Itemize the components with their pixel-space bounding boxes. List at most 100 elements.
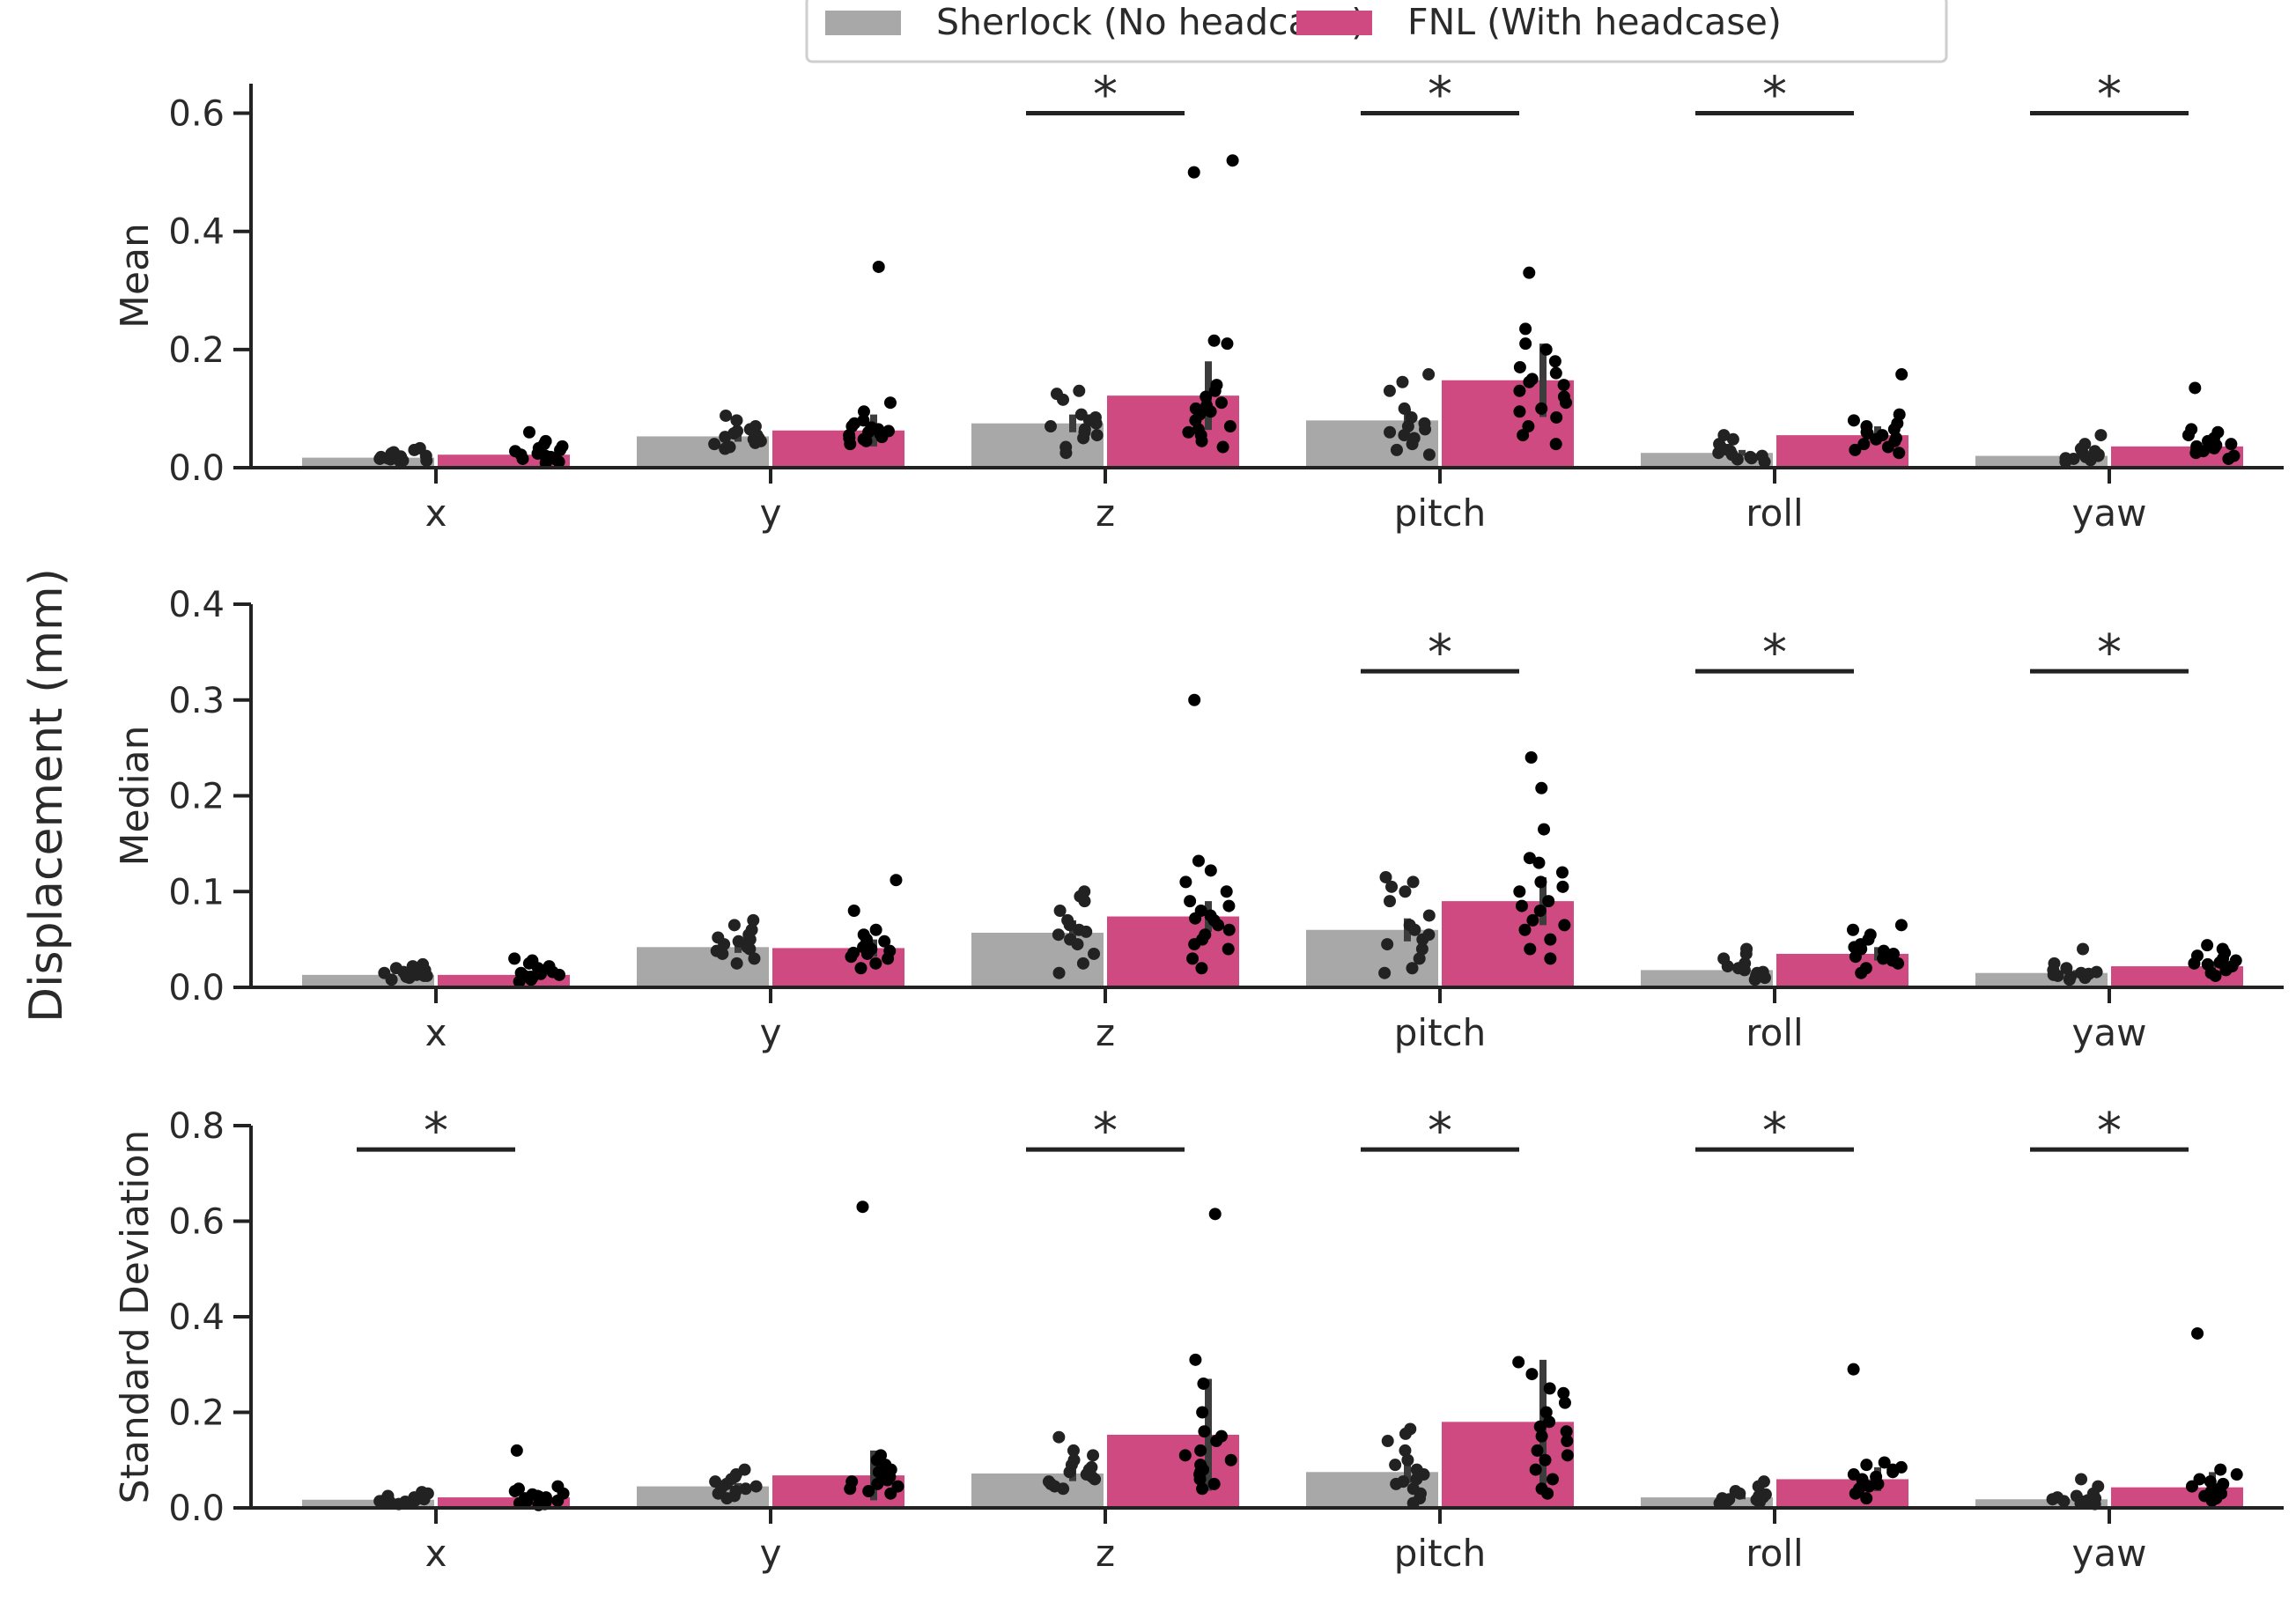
data-point-pitch-fnl bbox=[1534, 875, 1547, 889]
data-point-z-fnl bbox=[1188, 693, 1201, 706]
data-point-pitch-fnl bbox=[1518, 923, 1532, 936]
data-point-z-fnl bbox=[1192, 423, 1205, 436]
y-tick-label: 0.2 bbox=[168, 1393, 225, 1434]
data-point-pitch-fnl bbox=[1557, 1386, 1570, 1400]
data-point-z-sherlock bbox=[1085, 1460, 1098, 1474]
data-point-y-sherlock bbox=[752, 432, 765, 445]
data-point-y-sherlock bbox=[747, 913, 760, 927]
data-point-y-sherlock bbox=[715, 1481, 728, 1495]
data-point-pitch-fnl bbox=[1525, 751, 1538, 764]
data-point-z-sherlock bbox=[1085, 1470, 1098, 1483]
data-point-yaw-sherlock bbox=[2051, 1491, 2064, 1504]
significance-star-yaw: * bbox=[2097, 624, 2122, 682]
data-point-z-sherlock bbox=[1045, 420, 1058, 433]
y-tick-label: 0.3 bbox=[168, 681, 225, 721]
data-point-pitch-fnl bbox=[1549, 366, 1562, 380]
data-point-z-sherlock bbox=[1067, 1453, 1081, 1466]
data-point-x-sherlock bbox=[381, 1489, 395, 1503]
data-point-y-sherlock bbox=[745, 923, 758, 936]
data-point-y-sherlock bbox=[723, 440, 736, 454]
data-point-z-fnl bbox=[1189, 402, 1202, 415]
data-point-z-fnl bbox=[1196, 1406, 1209, 1419]
data-point-pitch-sherlock bbox=[1415, 942, 1429, 956]
data-point-pitch-fnl bbox=[1513, 405, 1526, 418]
data-point-roll-sherlock bbox=[1726, 432, 1739, 446]
data-point-x-sherlock bbox=[417, 957, 430, 971]
data-point-y-fnl bbox=[857, 928, 870, 942]
panel-ylabel: Mean bbox=[113, 223, 158, 329]
data-point-x-sherlock bbox=[413, 441, 426, 454]
x-tick-label-pitch: pitch bbox=[1394, 491, 1487, 535]
data-point-yaw-fnl bbox=[2190, 440, 2204, 453]
data-point-roll-fnl bbox=[1860, 1459, 1873, 1472]
data-point-z-sherlock bbox=[1050, 388, 1063, 401]
x-tick-label-x: x bbox=[425, 1011, 447, 1054]
data-point-y-fnl bbox=[883, 396, 897, 410]
data-point-z-sherlock bbox=[1052, 966, 1066, 979]
bar-y-sherlock bbox=[637, 436, 769, 468]
data-point-x-fnl bbox=[508, 952, 521, 965]
bar-z-sherlock bbox=[971, 1473, 1104, 1508]
data-point-yaw-fnl bbox=[2201, 939, 2214, 952]
data-point-roll-fnl bbox=[1863, 1480, 1876, 1493]
bar-yaw-sherlock bbox=[1975, 1499, 2108, 1508]
data-point-z-sherlock bbox=[1080, 925, 1093, 938]
data-point-roll-fnl bbox=[1860, 420, 1873, 433]
data-point-z-sherlock bbox=[1073, 384, 1086, 397]
data-point-y-sherlock bbox=[731, 425, 744, 438]
data-point-pitch-sherlock bbox=[1389, 1459, 1402, 1472]
data-point-x-fnl bbox=[539, 434, 552, 447]
data-point-yaw-fnl bbox=[2185, 423, 2198, 436]
data-point-x-fnl bbox=[531, 447, 544, 460]
data-point-x-fnl bbox=[551, 1480, 565, 1493]
data-point-pitch-fnl bbox=[1558, 1396, 1571, 1409]
data-point-roll-fnl bbox=[1870, 432, 1883, 446]
data-point-pitch-sherlock bbox=[1383, 384, 1396, 397]
data-point-x-fnl bbox=[520, 1495, 534, 1508]
significance-star-pitch: * bbox=[1428, 624, 1452, 682]
data-point-z-fnl bbox=[1207, 334, 1221, 347]
data-point-x-sherlock bbox=[417, 969, 431, 982]
y-tick-label: 0.0 bbox=[168, 968, 225, 1008]
data-point-z-fnl bbox=[1224, 1453, 1237, 1466]
data-point-z-fnl bbox=[1222, 923, 1236, 936]
data-point-pitch-sherlock bbox=[1381, 1435, 1394, 1448]
data-point-z-fnl bbox=[1221, 337, 1234, 351]
data-point-pitch-fnl bbox=[1515, 899, 1528, 912]
data-point-x-fnl bbox=[513, 1482, 526, 1496]
data-point-pitch-fnl bbox=[1555, 866, 1569, 879]
data-point-pitch-fnl bbox=[1557, 390, 1570, 403]
y-tick-label: 0.4 bbox=[168, 212, 225, 253]
data-point-z-sherlock bbox=[1059, 440, 1073, 454]
data-point-z-sherlock bbox=[1064, 933, 1077, 946]
significance-star-roll: * bbox=[1762, 624, 1787, 682]
data-point-roll-fnl bbox=[1893, 447, 1906, 460]
data-point-roll-fnl bbox=[1849, 443, 1862, 456]
data-point-roll-fnl bbox=[1894, 919, 1908, 932]
data-point-pitch-fnl bbox=[1513, 360, 1526, 373]
data-point-y-sherlock bbox=[749, 420, 762, 433]
x-tick-label-pitch: pitch bbox=[1394, 1011, 1487, 1054]
data-point-pitch-fnl bbox=[1535, 402, 1548, 415]
data-point-pitch-fnl bbox=[1519, 322, 1532, 336]
data-point-pitch-fnl bbox=[1533, 1420, 1547, 1433]
significance-star-roll: * bbox=[1762, 1103, 1787, 1160]
data-point-pitch-fnl bbox=[1544, 952, 1557, 965]
data-point-pitch-fnl bbox=[1523, 375, 1536, 388]
data-point-z-sherlock bbox=[1089, 410, 1102, 424]
data-point-x-fnl bbox=[526, 954, 539, 967]
data-point-y-fnl bbox=[881, 1474, 894, 1487]
data-point-y-fnl bbox=[869, 957, 882, 970]
legend-frame bbox=[805, 0, 1948, 63]
data-point-yaw-sherlock bbox=[2074, 966, 2087, 979]
data-point-x-fnl bbox=[514, 966, 528, 979]
data-point-yaw-fnl bbox=[2227, 449, 2241, 462]
data-point-pitch-fnl bbox=[1535, 1482, 1548, 1496]
data-point-z-fnl bbox=[1188, 938, 1201, 951]
data-point-pitch-fnl bbox=[1556, 880, 1569, 893]
bar-roll-sherlock bbox=[1641, 1497, 1773, 1508]
data-point-x-sherlock bbox=[394, 450, 407, 463]
data-point-pitch-sherlock bbox=[1410, 1463, 1423, 1476]
data-point-pitch-sherlock bbox=[1390, 443, 1403, 456]
data-point-yaw-fnl bbox=[2201, 957, 2214, 971]
